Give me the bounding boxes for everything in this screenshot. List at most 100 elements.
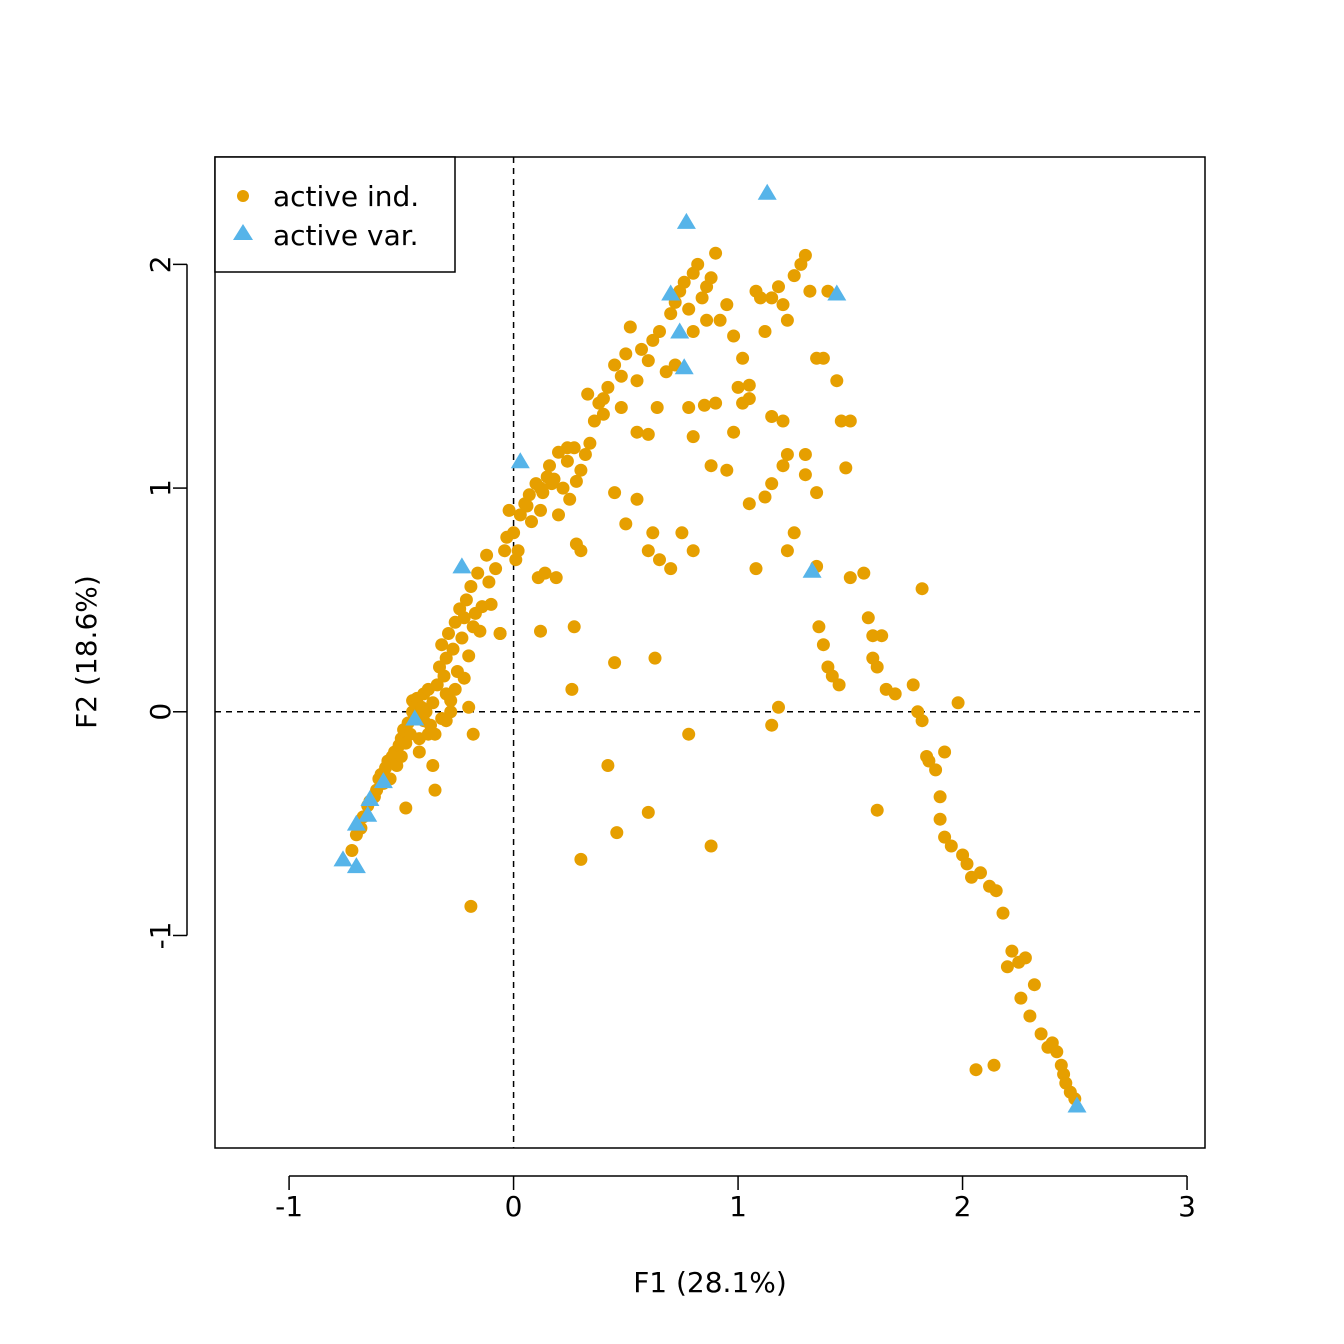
point-active-ind	[439, 714, 453, 728]
point-active-ind	[601, 380, 615, 394]
point-active-ind	[399, 801, 413, 815]
point-active-ind	[534, 481, 547, 495]
point-active-var	[661, 284, 681, 301]
point-active-ind	[394, 750, 408, 763]
point-active-ind	[439, 651, 453, 665]
point-active-ind	[989, 884, 1003, 898]
point-active-ind	[664, 307, 678, 321]
point-active-ind	[969, 1063, 983, 1077]
point-active-ind	[720, 463, 734, 477]
y-tick-label: 2	[144, 255, 177, 273]
point-active-ind	[798, 248, 812, 262]
point-active-var	[1067, 1096, 1087, 1113]
point-active-var	[670, 322, 690, 339]
point-active-ind	[345, 844, 359, 857]
point-active-ind	[1014, 991, 1028, 1005]
point-active-ind	[608, 486, 622, 500]
point-active-var	[373, 772, 393, 789]
point-active-ind	[697, 398, 711, 412]
point-active-ind	[513, 508, 527, 522]
point-active-ind	[709, 396, 723, 410]
point-active-ind	[543, 459, 556, 473]
point-active-ind	[861, 611, 875, 625]
point-active-ind	[825, 669, 839, 683]
point-active-var	[757, 183, 777, 200]
point-active-ind	[587, 414, 601, 428]
point-active-ind	[798, 468, 812, 482]
point-active-ind	[682, 302, 696, 316]
point-active-ind	[765, 477, 779, 491]
point-active-ind	[646, 526, 660, 540]
point-active-ind	[459, 593, 473, 607]
point-active-ind	[534, 624, 547, 638]
point-active-ind	[798, 448, 812, 461]
point-active-ind	[776, 459, 790, 473]
point-active-ind	[996, 906, 1010, 920]
point-active-ind	[630, 425, 644, 439]
point-active-ind	[727, 329, 741, 343]
x-axis-title: F1 (28.1%)	[633, 1266, 787, 1299]
point-active-ind	[641, 805, 655, 819]
x-tick-label: 2	[954, 1190, 972, 1223]
point-active-ind	[691, 257, 705, 271]
point-active-ind	[545, 477, 559, 491]
point-active-var	[346, 814, 366, 831]
point-active-ind	[552, 508, 565, 522]
point-active-ind	[704, 459, 718, 473]
point-active-ind	[457, 611, 471, 625]
point-active-ind	[765, 410, 779, 423]
point-active-ind	[520, 499, 534, 513]
point-active-ind	[650, 401, 664, 414]
point-active-ind	[1050, 1045, 1064, 1059]
point-active-ind	[653, 325, 666, 338]
point-active-ind	[754, 291, 767, 305]
point-active-ind	[704, 271, 718, 285]
point-active-ind	[464, 580, 478, 593]
point-active-ind	[412, 745, 426, 759]
point-active-ind	[648, 651, 662, 665]
point-active-ind	[610, 826, 624, 840]
point-active-ind	[780, 448, 794, 461]
point-active-ind	[875, 629, 889, 643]
point-active-ind	[462, 649, 476, 663]
point-active-ind	[816, 638, 830, 652]
point-active-ind	[596, 392, 610, 406]
x-tick-label: 3	[1178, 1190, 1196, 1223]
point-active-ind	[713, 313, 727, 327]
point-active-ind	[1005, 944, 1019, 958]
point-active-ind	[870, 660, 884, 674]
x-tick-label: 1	[729, 1190, 747, 1223]
point-active-ind	[987, 1058, 1001, 1072]
point-active-ind	[1000, 960, 1014, 974]
point-active-ind	[922, 754, 936, 768]
point-active-var	[674, 358, 694, 375]
point-active-ind	[567, 620, 581, 634]
point-active-ind	[569, 474, 583, 488]
point-active-ind	[749, 562, 763, 576]
point-active-ind	[787, 526, 801, 540]
point-active-ind	[915, 582, 929, 596]
point-active-ind	[951, 696, 965, 710]
point-active-ind	[659, 365, 673, 379]
point-active-ind	[614, 369, 628, 383]
point-active-ind	[623, 320, 637, 334]
point-active-ind	[686, 430, 700, 444]
point-active-ind	[596, 407, 610, 421]
point-active-ind	[482, 575, 496, 589]
point-active-ind	[776, 298, 790, 312]
point-active-var	[360, 790, 380, 806]
point-active-ind	[915, 714, 929, 728]
point-active-ind	[630, 492, 644, 506]
point-active-ind	[731, 380, 745, 394]
y-tick-label: 1	[144, 479, 177, 497]
point-active-ind	[857, 566, 871, 580]
point-active-var	[358, 805, 378, 822]
point-active-ind	[839, 461, 853, 475]
point-active-ind	[938, 745, 952, 759]
point-active-ind	[641, 544, 655, 558]
point-active-ind	[511, 544, 525, 558]
point-active-ind	[944, 839, 958, 853]
point-active-ind	[435, 638, 449, 652]
point-active-ind	[480, 548, 494, 562]
point-active-ind	[583, 436, 597, 450]
